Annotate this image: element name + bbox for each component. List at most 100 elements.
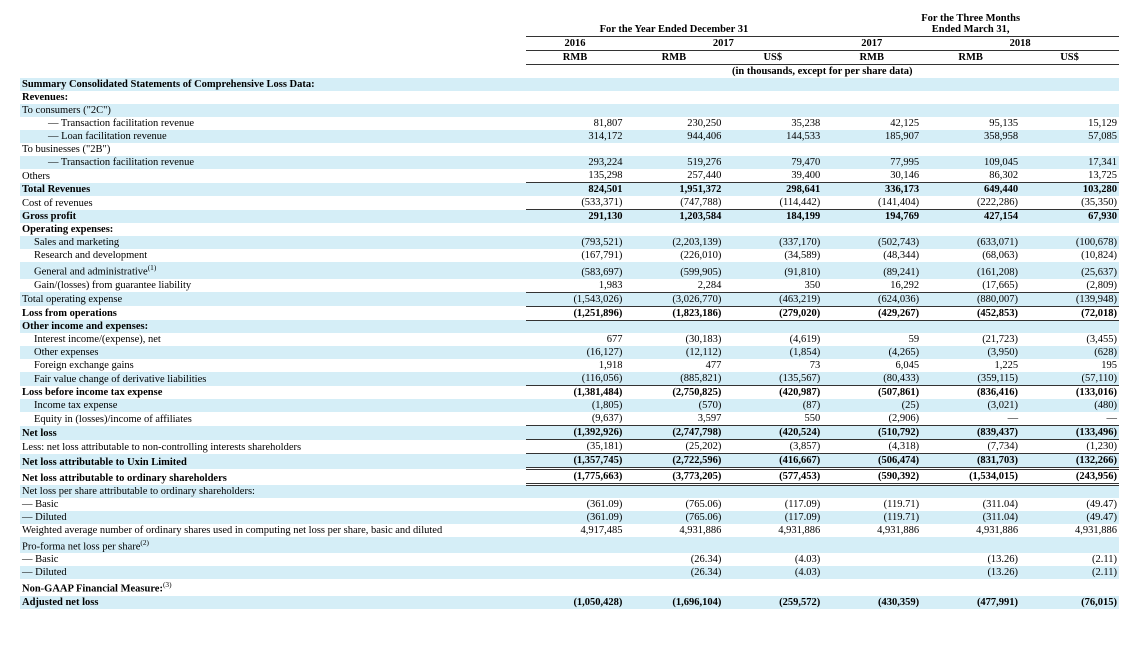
row-label: Loss from operations [20,306,526,320]
data-row: Net loss attributable to ordinary shareh… [20,469,1119,485]
value-cell: (76,015) [1020,596,1119,609]
value-cell: (13.26) [921,553,1020,566]
value-cell: (506,474) [822,454,921,469]
value-cell: 6,045 [822,359,921,372]
value-cell: 477 [624,359,723,372]
value-cell: (3,026,770) [624,292,723,306]
header-three-months: For the Three Months Ended March 31, [822,12,1119,37]
value-cell: (420,987) [723,386,822,400]
value-cell: 358,958 [921,130,1020,143]
value-cell: (2.11) [1020,553,1119,566]
value-cell: 291,130 [526,210,625,224]
value-cell: (2,750,825) [624,386,723,400]
value-cell: (1,251,896) [526,306,625,320]
value-cell: (477,991) [921,596,1020,609]
value-cell: 81,807 [526,117,625,130]
header-row: Summary Consolidated Statements of Compr… [20,78,1119,91]
value-cell: (2,722,596) [624,454,723,469]
value-cell: (463,219) [723,292,822,306]
value-cell: (4,318) [822,440,921,454]
data-row: Adjusted net loss(1,050,428)(1,696,104)(… [20,596,1119,609]
value-cell: 1,983 [526,279,625,293]
value-cell: (4.03) [723,553,822,566]
data-row: Total operating expense(1,543,026)(3,026… [20,292,1119,306]
data-row: Less: net loss attributable to non-contr… [20,440,1119,454]
value-cell: 2,284 [624,279,723,293]
value-cell: 4,931,886 [1020,524,1119,537]
value-cell: 336,173 [822,183,921,197]
value-cell: 4,931,886 [723,524,822,537]
row-label: Total operating expense [20,292,526,306]
value-cell: 57,085 [1020,130,1119,143]
value-cell: (885,821) [624,372,723,386]
value-cell: 95,135 [921,117,1020,130]
value-cell: (420,524) [723,426,822,440]
value-cell: (139,948) [1020,292,1119,306]
value-cell: (2,747,798) [624,426,723,440]
value-cell: (132,266) [1020,454,1119,469]
value-cell: (12,112) [624,346,723,359]
value-cell: (1,050,428) [526,596,625,609]
data-row: Loss from operations(1,251,896)(1,823,18… [20,306,1119,320]
data-row: Sales and marketing(793,521)(2,203,139)(… [20,236,1119,249]
header-caption: (in thousands, except for per share data… [526,65,1119,79]
row-label: Foreign exchange gains [20,359,526,372]
cur-2017-usd: US$ [723,51,822,65]
value-cell: (57,110) [1020,372,1119,386]
data-row: Total Revenues824,5011,951,372298,641336… [20,183,1119,197]
row-label: Loss before income tax expense [20,386,526,400]
value-cell: (87) [723,399,822,412]
value-cell: 185,907 [822,130,921,143]
row-label: Total Revenues [20,183,526,197]
data-row: Cost of revenues(533,371)(747,788)(114,4… [20,196,1119,210]
value-cell: (3,455) [1020,333,1119,346]
section-header: Operating expenses: [20,223,526,236]
header-year-row: 2016 2017 2017 2018 [20,37,1119,51]
value-cell: (13.26) [921,566,1020,579]
value-cell: (25) [822,399,921,412]
value-cell [526,553,625,566]
value-cell: (3,773,205) [624,469,723,485]
section-header: Revenues: [20,91,526,104]
data-row: Net loss attributable to Uxin Limited(1,… [20,454,1119,469]
row-label: Interest income/(expense), net [20,333,526,346]
value-cell: (119.71) [822,511,921,524]
value-cell: (49.47) [1020,511,1119,524]
value-cell: (3,021) [921,399,1020,412]
row-label: Cost of revenues [20,196,526,210]
row-label: Less: net loss attributable to non-contr… [20,440,526,454]
header-row: Operating expenses: [20,223,1119,236]
value-cell: 135,298 [526,169,625,183]
value-cell: 103,280 [1020,183,1119,197]
row-label: Income tax expense [20,399,526,412]
header-currency-row: RMB RMB US$ RMB RMB US$ [20,51,1119,65]
data-row: Foreign exchange gains1,918477736,0451,2… [20,359,1119,372]
value-cell: 944,406 [624,130,723,143]
header-row: Pro-forma net loss per share(2) [20,537,1119,554]
value-cell: 109,045 [921,156,1020,169]
value-cell: 30,146 [822,169,921,183]
value-cell: (117.09) [723,498,822,511]
value-cell: 184,199 [723,210,822,224]
value-cell: (48,344) [822,249,921,262]
value-cell: 677 [526,333,625,346]
data-row: — Transaction facilitation revenue81,807… [20,117,1119,130]
value-cell: (72,018) [1020,306,1119,320]
value-cell: 230,250 [624,117,723,130]
value-cell: (161,208) [921,262,1020,279]
value-cell [526,566,625,579]
value-cell: (26.34) [624,553,723,566]
value-cell: (765.06) [624,498,723,511]
section-header: Net loss per share attributable to ordin… [20,485,526,498]
value-cell: 4,931,886 [921,524,1020,537]
value-cell: (480) [1020,399,1119,412]
value-cell: (570) [624,399,723,412]
header-row: To consumers ("2C") [20,104,1119,117]
value-cell: (361.09) [526,511,625,524]
value-cell: (416,667) [723,454,822,469]
value-cell: 15,129 [1020,117,1119,130]
data-row: Gross profit291,1301,203,584184,199194,7… [20,210,1119,224]
data-row: Fair value change of derivative liabilit… [20,372,1119,386]
data-row: Weighted average number of ordinary shar… [20,524,1119,537]
row-label: — Transaction facilitation revenue [20,156,526,169]
